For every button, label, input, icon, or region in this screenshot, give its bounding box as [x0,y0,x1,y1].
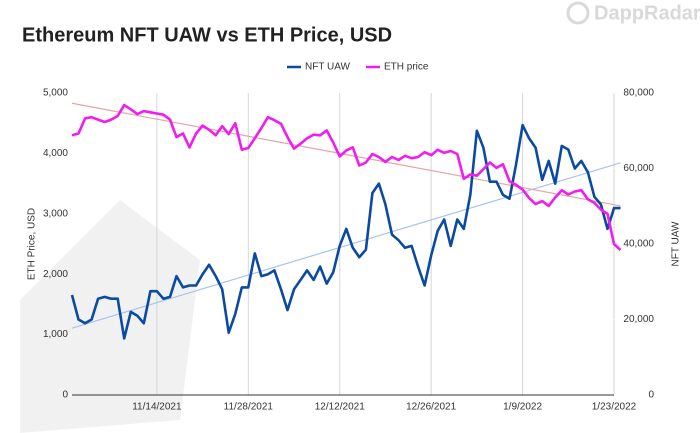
y2-tick-label: 80,000 [623,88,654,99]
y2-tick-label: 40,000 [623,239,654,250]
x-tick-label: 12/12/2021 [315,402,365,413]
legend-label: NFT UAW [305,62,351,73]
y2-tick-label: 0 [648,390,654,401]
y2-tick-label: 20,000 [623,314,654,325]
x-tick-label: 11/28/2021 [224,402,274,413]
x-tick-label: 1/9/2022 [503,402,542,413]
y-tick-label: 5,000 [43,88,68,99]
chart-title: Ethereum NFT UAW vs ETH Price, USD [22,24,392,46]
trend-line [71,162,621,329]
y-tick-label: 3,000 [43,208,68,219]
y-tick-label: 1,000 [43,329,68,340]
trend-line [71,102,621,207]
y-tick-label: 4,000 [43,148,68,159]
y-axis-title: ETH Price, USD [27,208,38,280]
watermark-icon [566,1,590,25]
y2-axis-title: NFT UAW [671,221,682,267]
legend-label: ETH price [384,62,429,73]
watermark: DappRadar [594,2,700,24]
y2-tick-label: 60,000 [623,163,654,174]
x-tick-label: 12/26/2021 [406,402,456,413]
y-tick-label: 0 [62,390,68,401]
x-tick-label: 1/23/2022 [592,402,637,413]
x-tick-label: 11/14/2021 [132,402,182,413]
y-tick-label: 2,000 [43,269,68,280]
series-line [71,103,622,251]
series-line [70,123,621,340]
